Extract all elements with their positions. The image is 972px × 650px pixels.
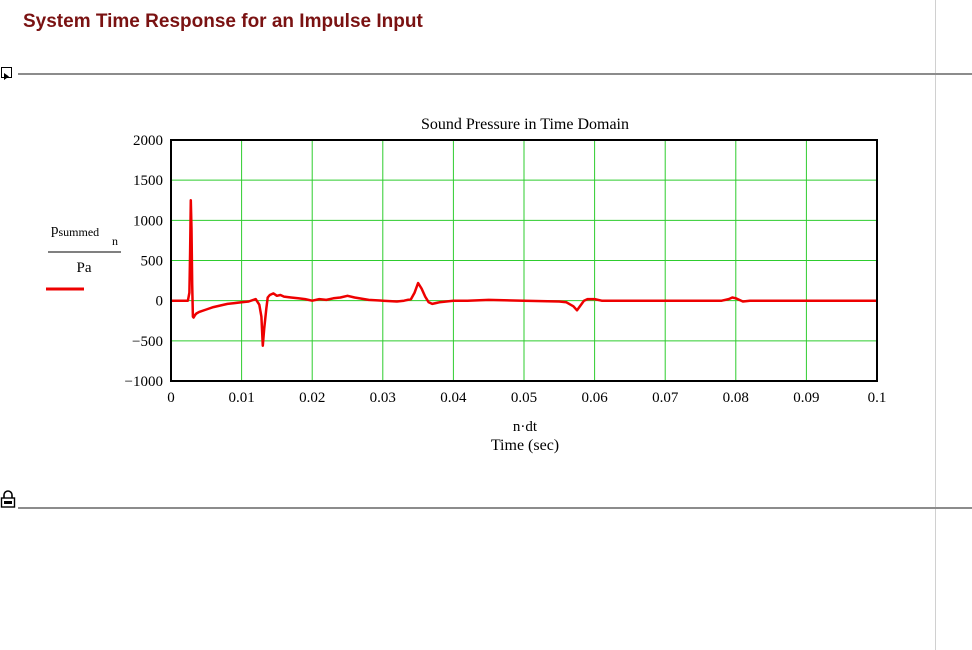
x-tick-label: 0.09	[793, 390, 819, 406]
region-divider-top	[18, 73, 972, 75]
triangle-right-icon	[4, 73, 9, 80]
x-axis-label: Time (sec)	[491, 437, 559, 454]
x-tick-label: 0	[167, 390, 175, 406]
x-tick-label: 0.1	[868, 390, 887, 406]
region-lock[interactable]	[0, 490, 16, 508]
page-title: System Time Response for an Impulse Inpu…	[23, 11, 423, 32]
y-tick-labels: 2000 1500 1000 500 0 −500 −1000	[125, 133, 163, 390]
svg-text:psummed: psummed	[51, 222, 99, 239]
x-tick-label: 0.05	[511, 390, 537, 406]
chart-title: Sound Pressure in Time Domain	[421, 116, 629, 133]
region-toggle[interactable]	[1, 67, 12, 80]
x-tick-label: 0.06	[581, 390, 608, 406]
right-margin-line	[935, 0, 936, 650]
y-label-variable: p	[51, 222, 59, 238]
grid-lines	[171, 140, 877, 381]
series-line	[171, 199, 877, 347]
x-tick-label: 0.02	[299, 390, 325, 406]
x-axis-expression: n·dt	[513, 419, 538, 435]
x-tick-label: 0.04	[440, 390, 467, 406]
y-label-subscript: summed	[59, 225, 100, 239]
lock-icon	[0, 490, 16, 508]
data-series	[171, 199, 877, 347]
y-label-index: n	[112, 234, 118, 248]
y-tick-label: −1000	[125, 374, 163, 390]
y-tick-label: 1000	[133, 213, 163, 229]
x-tick-label: 0.07	[652, 390, 679, 406]
y-tick-label: 500	[141, 254, 164, 270]
y-tick-label: −500	[132, 334, 163, 350]
x-tick-label: 0.01	[228, 390, 254, 406]
y-tick-label: 0	[156, 294, 164, 310]
y-tick-label: 1500	[133, 173, 163, 189]
x-tick-label: 0.03	[370, 390, 396, 406]
x-tick-label: 0.08	[723, 390, 749, 406]
y-axis-label: psummed n Pa	[48, 222, 121, 276]
plot-frame	[170, 139, 878, 382]
y-label-denominator: Pa	[77, 260, 92, 276]
region-divider-bottom	[18, 507, 972, 509]
y-tick-label: 2000	[133, 133, 163, 149]
x-tick-labels: 0 0.01 0.02 0.03 0.04 0.05 0.06 0.07 0.08 0.09 0.1	[167, 390, 886, 406]
